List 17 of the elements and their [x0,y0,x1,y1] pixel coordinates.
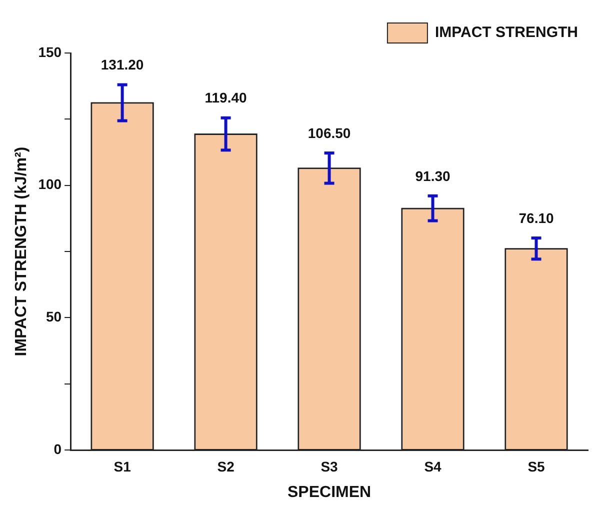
x-tick-label: S1 [114,458,132,474]
y-tick-label: 50 [46,308,62,325]
x-tick-label: S3 [320,458,338,474]
y-tick-label: 100 [38,176,62,192]
legend-label: IMPACT STRENGTH [434,24,578,42]
data-label: 131.20 [100,56,144,73]
data-label: 106.50 [308,124,351,141]
y-tick-label: 150 [38,44,62,60]
data-label: 76.10 [518,210,554,226]
x-axis-title: SPECIMEN [287,484,372,501]
x-tick-label: S4 [424,458,442,474]
y-tick-label: 0 [54,440,62,457]
x-tick-label: S5 [528,458,546,474]
y-axis-title: IMPACT STRENGTH (kJ/m²) [13,146,30,356]
data-label: 119.40 [204,90,248,106]
x-tick-label: S2 [217,458,235,474]
data-label: 91.30 [415,168,450,184]
